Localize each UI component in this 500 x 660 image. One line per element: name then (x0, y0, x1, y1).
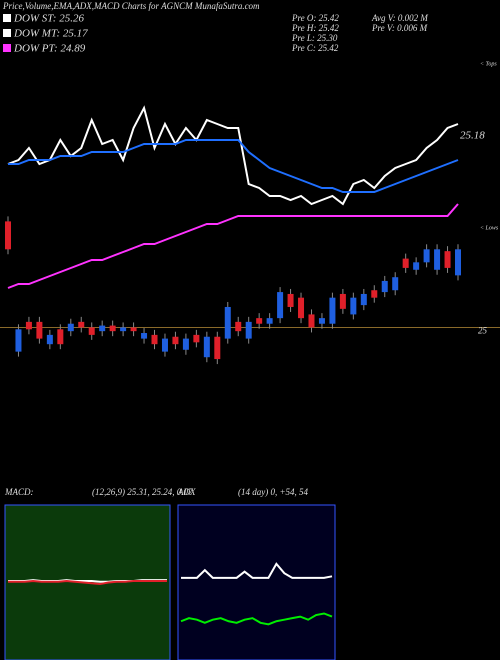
info: Pre L: 25.30 (291, 33, 338, 43)
panel-subtitle: (14 day) 0, +54, 54 (238, 487, 309, 497)
annotation: < Lows (480, 225, 499, 231)
y-tick-label: 25 (478, 326, 488, 336)
y2-tick-label: 25.18 (460, 130, 485, 142)
candle-body (287, 293, 294, 307)
info: Avg V: 0.002 M (371, 13, 428, 23)
chart-title: Price,Volume,EMA,ADX,MACD Charts for AGN… (2, 1, 260, 11)
candle-body (392, 277, 399, 291)
candle-body (172, 336, 179, 345)
candle-body (203, 336, 210, 358)
candle-body (224, 306, 231, 339)
candle-body (256, 318, 263, 324)
panel-title: MACD: (4, 487, 34, 497)
candle-body (120, 327, 127, 332)
candle-body (318, 318, 325, 324)
candle-body (161, 338, 168, 352)
legend-swatch (3, 14, 11, 22)
candle-body (245, 321, 252, 339)
candle-body (339, 293, 346, 309)
candle-body (360, 293, 367, 306)
legend-entry: DOW ST: 25.26 (13, 13, 84, 25)
info: Pre V: 0.006 M (371, 23, 428, 33)
candle-body (214, 336, 221, 360)
candle-body (130, 327, 137, 332)
legend-entry: DOW MT: 25.17 (13, 28, 88, 40)
candle-body (434, 249, 441, 270)
candle-body (151, 334, 158, 345)
candle-body (298, 297, 305, 319)
panel (177, 504, 336, 660)
line (180, 612, 333, 626)
candle-body (57, 329, 64, 345)
line (8, 579, 167, 586)
candle-body (277, 292, 284, 319)
candle-body (235, 321, 242, 332)
candle-body (15, 329, 22, 352)
candle-body (5, 221, 11, 250)
candle-body (99, 325, 106, 332)
candle-body (455, 249, 461, 276)
candle-body (25, 321, 32, 330)
candle-body (423, 249, 430, 263)
candle-body (46, 334, 53, 345)
candle-body (444, 251, 451, 268)
info: Pre H: 25.42 (291, 23, 339, 33)
legend-swatch (3, 44, 11, 52)
candle-body (266, 318, 273, 324)
candle-body (88, 327, 95, 335)
legend-entry: DOW PT: 24.89 (13, 43, 86, 55)
panel-subtitle: (12,26,9) 25.31, 25.24, 0.07 (92, 487, 193, 497)
candle-body (350, 297, 357, 315)
info: Pre C: 25.42 (291, 43, 339, 53)
candle-body (308, 314, 315, 328)
candle-body (329, 297, 336, 324)
candle-body (413, 262, 420, 270)
candle-body (371, 290, 378, 298)
annotation: < Tops (480, 61, 497, 67)
line (7, 105, 459, 206)
candle-body (402, 258, 409, 268)
candle-body (193, 334, 200, 343)
candle-body (67, 323, 74, 332)
panel-title: ADX (177, 487, 196, 497)
candle-body (109, 325, 116, 332)
candle-body (182, 338, 189, 350)
candle-body (141, 333, 148, 339)
candle-body (381, 280, 388, 293)
line (8, 139, 459, 193)
candle-body (36, 321, 43, 339)
line (7, 203, 459, 289)
legend-swatch (3, 29, 11, 37)
candle-body (78, 321, 85, 328)
line (181, 562, 333, 579)
info: Pre O: 25.42 (291, 13, 339, 23)
